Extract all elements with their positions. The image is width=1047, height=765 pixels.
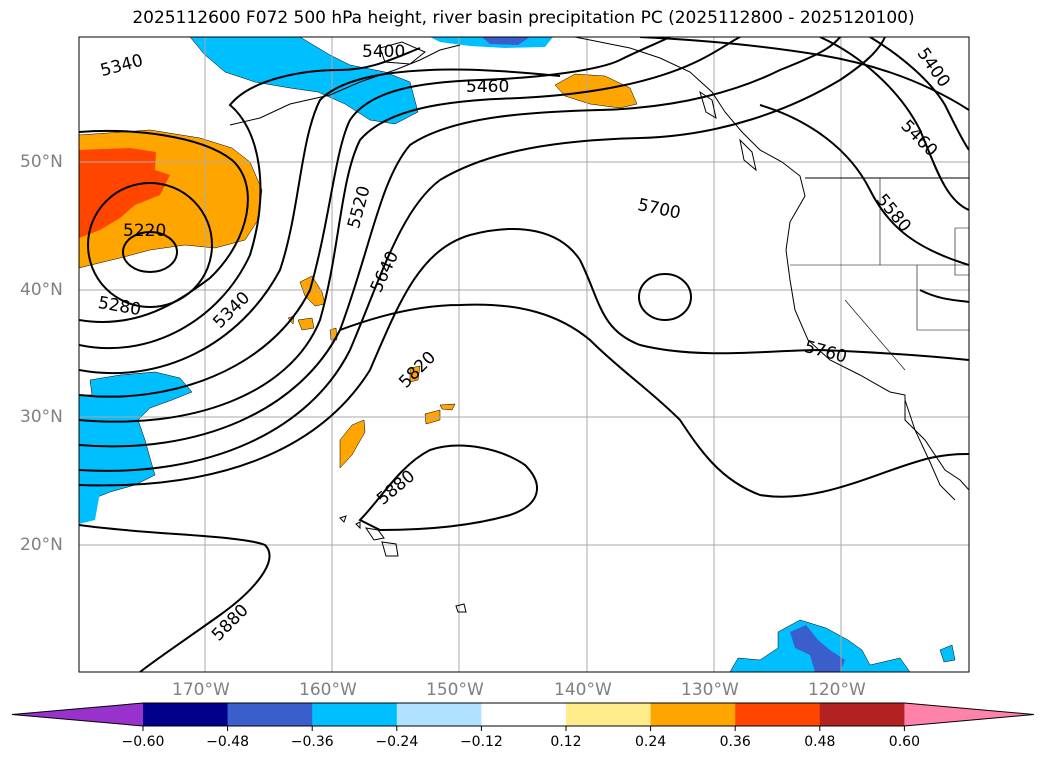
- contour-label: 5460: [897, 116, 942, 161]
- lon-label-130w: 130°W: [681, 680, 739, 700]
- lat-label-20n: 20°N: [20, 535, 63, 555]
- contour-label: 5580: [872, 190, 915, 236]
- state-borders: [790, 178, 969, 371]
- contour-label-group: 5340 5400 5460 5400 5460 5580 5220 5280 …: [96, 42, 953, 645]
- contour-label: 5460: [466, 77, 509, 97]
- lon-label-170w: 170°W: [172, 680, 230, 700]
- lat-label-50n: 50°N: [20, 152, 63, 172]
- colorbar-segment: [650, 703, 736, 726]
- colorbar-segment: [819, 703, 905, 726]
- lon-label-160w: 160°W: [299, 680, 357, 700]
- precip-area-south-deep: [790, 625, 845, 672]
- colorbar-segment: [312, 703, 398, 726]
- lat-label-30n: 30°N: [20, 407, 63, 427]
- contour-label: 5700: [636, 195, 682, 224]
- height-contours: [79, 37, 969, 672]
- colorbar-tick-label: −0.60: [121, 734, 165, 750]
- contour-label: 5760: [802, 337, 849, 368]
- colorbar-tick-label: 0.12: [550, 734, 582, 750]
- colorbar-segment: [566, 703, 652, 726]
- colorbar-extend-low: [12, 703, 143, 726]
- map-frame: [78, 36, 970, 673]
- contour-label: 5820: [395, 348, 440, 393]
- lon-label-140w: 140°W: [554, 680, 612, 700]
- contour-label: 5880: [373, 466, 419, 509]
- colorbar-segment: [735, 703, 821, 726]
- lon-label-150w: 150°W: [426, 680, 484, 700]
- lat-label-40n: 40°N: [20, 280, 63, 300]
- colorbar-tick-label: 0.48: [804, 734, 836, 750]
- colorbar-tick-label: −0.24: [375, 734, 419, 750]
- colorbar-segment: [481, 703, 567, 726]
- colorbar-segment: [143, 703, 229, 726]
- precip-area-north-deep: [482, 37, 530, 45]
- colorbar-tick-label: −0.48: [206, 734, 250, 750]
- colorbar-segment: [396, 703, 482, 726]
- contour-label: 5520: [344, 184, 375, 231]
- contour-label: 5640: [367, 248, 403, 296]
- precip-area-west-blue-tail: [79, 492, 100, 524]
- precip-area-south-blue2: [939, 644, 956, 663]
- contour-label: 5280: [96, 293, 142, 320]
- colorbar-tick-label: 0.36: [719, 734, 751, 750]
- colorbar-tick-label: 0.60: [888, 734, 920, 750]
- graticule: [79, 37, 969, 672]
- precipitation-fields: [79, 37, 956, 672]
- colorbar: [11, 702, 1035, 731]
- contour-label: 5400: [362, 42, 405, 62]
- map-title: 2025112600 F072 500 hPa height, river ba…: [132, 8, 915, 28]
- contour-label: 5340: [209, 288, 254, 333]
- colorbar-extend-high: [904, 703, 1034, 726]
- precip-area-islands: [287, 275, 456, 469]
- contour-label: 5340: [98, 51, 145, 82]
- precip-area-west-blue: [79, 371, 193, 513]
- colorbar-tick-label: 0.24: [635, 734, 667, 750]
- contour-label: 5220: [123, 221, 166, 241]
- colorbar-tick-label: −0.12: [459, 734, 503, 750]
- colorbar-segment: [227, 703, 313, 726]
- coastlines: [229, 37, 969, 613]
- colorbar-tick-label: −0.36: [290, 734, 334, 750]
- precip-area-west-red: [79, 148, 170, 238]
- lon-label-120w: 120°W: [808, 680, 866, 700]
